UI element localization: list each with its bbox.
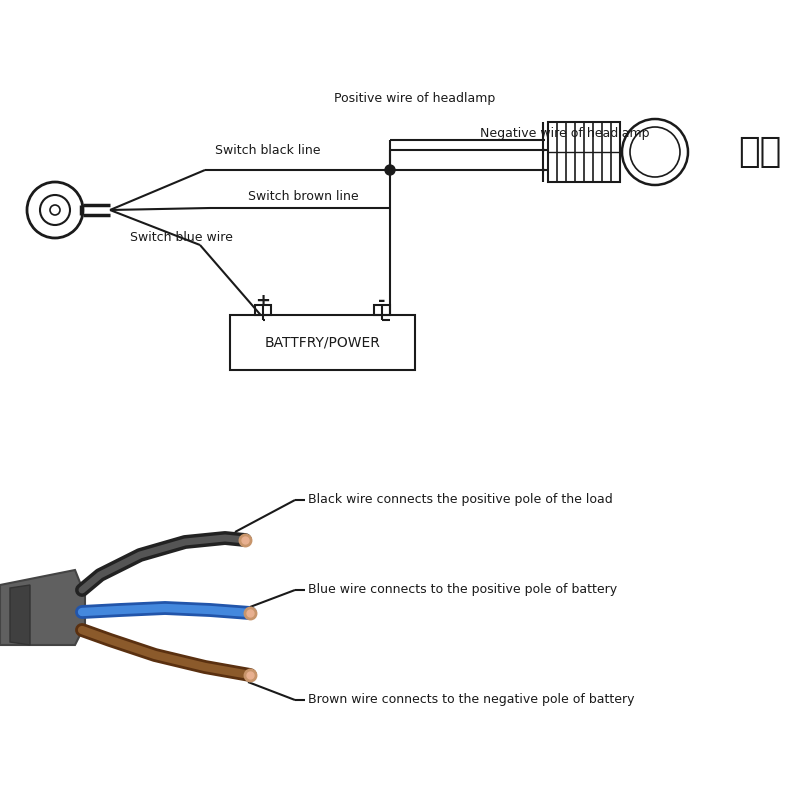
Text: Positive wire of headlamp: Positive wire of headlamp <box>334 92 496 105</box>
Text: Brown wire connects to the negative pole of battery: Brown wire connects to the negative pole… <box>308 694 634 706</box>
Polygon shape <box>0 570 85 645</box>
Text: Switch brown line: Switch brown line <box>248 190 358 203</box>
Bar <box>548 122 620 182</box>
Text: Switch black line: Switch black line <box>215 144 321 157</box>
Text: 大灯: 大灯 <box>738 135 782 169</box>
Text: Black wire connects the positive pole of the load: Black wire connects the positive pole of… <box>308 494 613 506</box>
Bar <box>255 305 271 315</box>
Bar <box>230 315 415 370</box>
Text: +: + <box>255 292 270 310</box>
Text: -: - <box>378 292 386 310</box>
Text: Switch blue wire: Switch blue wire <box>130 231 233 244</box>
Bar <box>374 305 390 315</box>
Polygon shape <box>10 585 30 645</box>
Text: BATTFRY/POWER: BATTFRY/POWER <box>265 335 381 350</box>
Text: Negative wire of headlamp: Negative wire of headlamp <box>480 127 650 140</box>
Text: Blue wire connects to the positive pole of battery: Blue wire connects to the positive pole … <box>308 583 617 597</box>
Circle shape <box>385 165 395 175</box>
